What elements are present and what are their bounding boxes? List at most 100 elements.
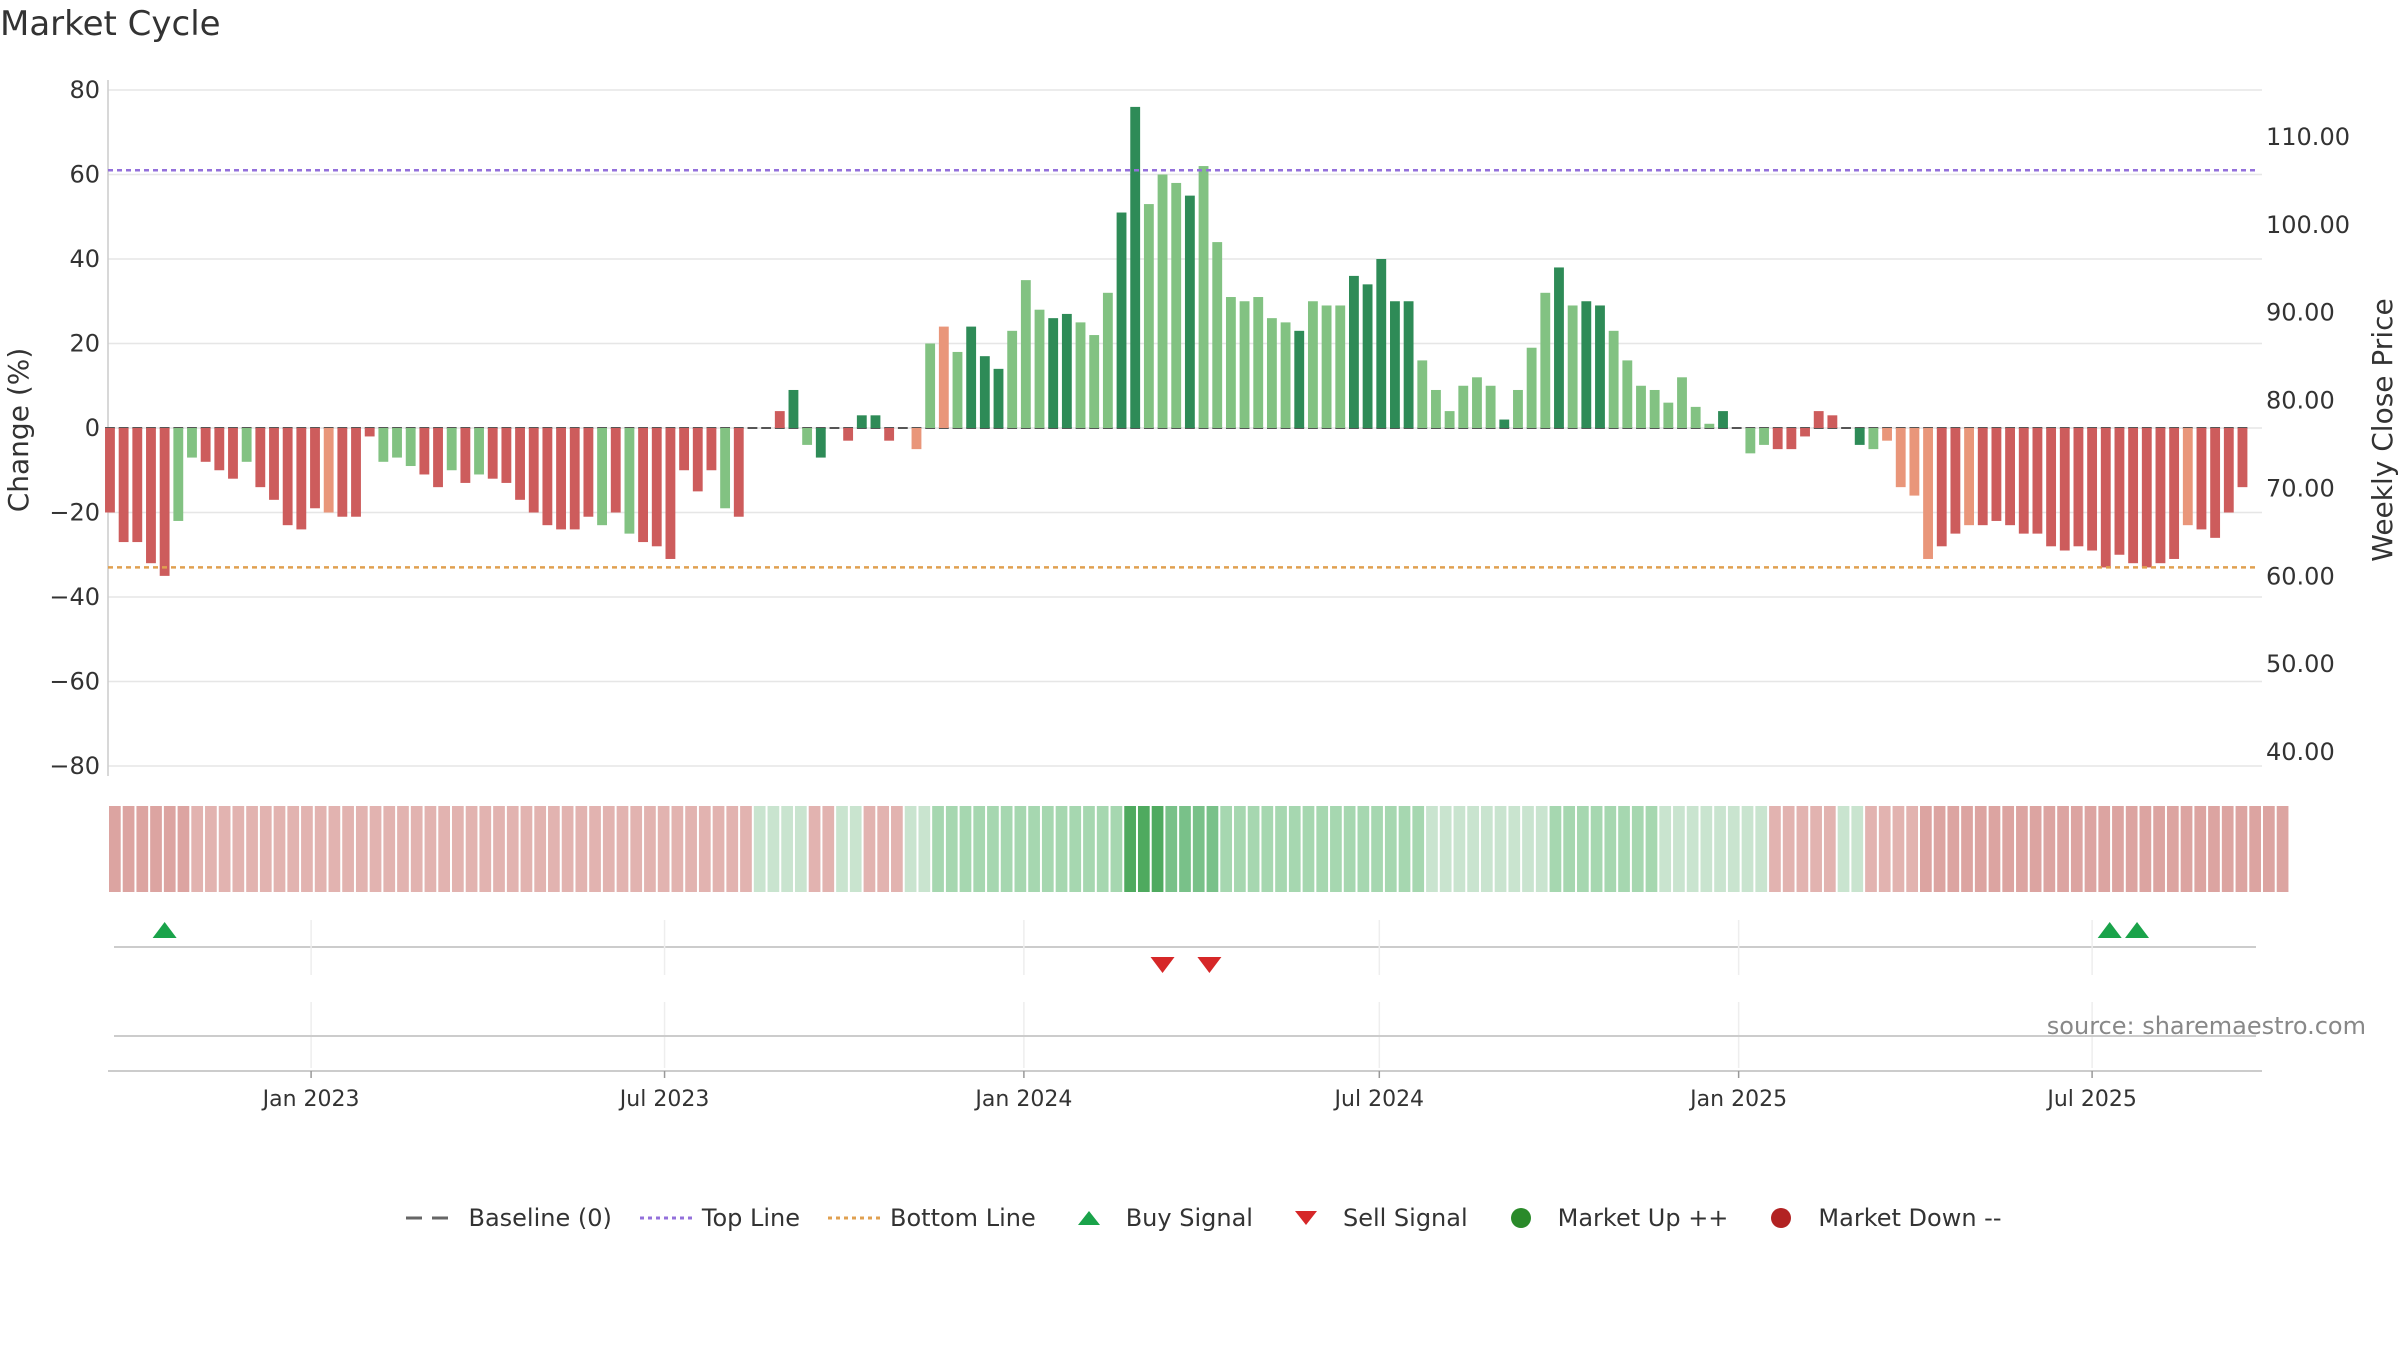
change-bar	[1581, 301, 1592, 428]
legend-item-bottom[interactable]: Bottom Line	[820, 1203, 1036, 1233]
change-bar	[706, 428, 717, 471]
heatmap-cell	[932, 806, 944, 892]
heatmap-cell	[2002, 806, 2015, 892]
change-bar	[1991, 428, 2002, 521]
heatmap-cell	[671, 806, 684, 892]
y-axis-label: Change (%)	[2, 348, 35, 513]
heatmap-cell	[1727, 806, 1740, 892]
heatmap-cell	[1522, 806, 1534, 892]
change-bar	[2169, 428, 2180, 559]
heatmap-cell	[2098, 806, 2111, 892]
heatmap-cell	[1604, 806, 1617, 892]
triangle-up-icon	[1056, 1203, 1122, 1233]
change-bar	[2237, 428, 2248, 488]
change-bar	[1007, 330, 1018, 428]
legend-item-mdown[interactable]: Market Down --	[1748, 1203, 2002, 1233]
change-bar	[364, 428, 375, 437]
heatmap-cell	[1165, 806, 1178, 892]
change-bar	[542, 428, 553, 526]
heatmap-cell	[1412, 806, 1425, 892]
change-bar	[1608, 330, 1619, 428]
legend-item-top[interactable]: Top Line	[632, 1203, 800, 1233]
change-bar	[1485, 385, 1496, 428]
heatmap-cell	[1837, 806, 1850, 892]
legend-item-buy[interactable]: Buy Signal	[1056, 1203, 1253, 1233]
heatmap-cell	[863, 806, 876, 892]
change-bar	[310, 428, 320, 509]
heatmap-cell	[1590, 806, 1603, 892]
heatmap-cell	[877, 806, 890, 892]
change-bar	[2059, 428, 2070, 551]
heatmap-cell	[1618, 806, 1630, 892]
heatmap-cell	[438, 806, 450, 892]
change-bar	[2005, 428, 2016, 526]
change-bar	[1526, 347, 1537, 428]
heatmap-cell	[836, 806, 848, 892]
change-bar	[1499, 419, 1510, 428]
heatmap-cell	[1343, 806, 1356, 892]
legend-label: Market Up ++	[1557, 1204, 1729, 1232]
change-bar	[665, 428, 676, 559]
heatmap-cell	[205, 806, 217, 892]
heatmap-cell	[493, 806, 505, 892]
change-bar	[2032, 428, 2043, 534]
change-bar	[1813, 411, 1824, 428]
heatmap-cell	[1275, 806, 1287, 892]
heatmap-cell	[1741, 806, 1754, 892]
change-bar	[1595, 305, 1605, 428]
change-bar	[2046, 428, 2057, 547]
change-bar	[1554, 267, 1564, 428]
change-bar	[2100, 428, 2111, 568]
change-bar	[2196, 428, 2207, 530]
change-bar	[1335, 305, 1346, 428]
legend-item-mup[interactable]: Market Up ++	[1488, 1203, 1729, 1233]
heatmap-cell	[1069, 806, 1082, 892]
change-bar	[1143, 204, 1154, 428]
change-bar	[2018, 428, 2029, 534]
y-axis-ticks: 80 60 40 20 0 −20 −40 −60 −80	[49, 76, 100, 780]
change-bar	[1759, 428, 1769, 445]
x-axis-ticks: Jan 2023 Jul 2023 Jan 2024 Jul 2024 Jan 2025…	[261, 1071, 2137, 1112]
heatmap-cell	[177, 806, 190, 892]
heatmap-cell	[1371, 806, 1383, 892]
change-bar	[843, 428, 854, 441]
heatmap-cell	[781, 806, 793, 892]
change-bar	[1089, 335, 1100, 428]
change-bar	[351, 428, 361, 517]
change-bar	[173, 428, 184, 521]
change-bar	[1362, 284, 1373, 428]
heatmap-cell	[328, 806, 341, 892]
y2-tick-label: 60.00	[2266, 562, 2335, 590]
y2-axis-label: Weekly Close Price	[2366, 298, 2399, 561]
change-bar	[1745, 428, 1756, 454]
legend-item-baseline[interactable]: Baseline (0)	[398, 1203, 612, 1233]
x-tick-label: Jul 2025	[2045, 1087, 2137, 1112]
heatmap-cell	[1426, 806, 1438, 892]
change-bar	[720, 428, 731, 509]
legend-label: Market Down --	[1818, 1204, 2002, 1232]
x-tick-label: Jan 2023	[261, 1087, 360, 1112]
heatmap-cell	[1467, 806, 1479, 892]
legend-item-sell[interactable]: Sell Signal	[1273, 1203, 1468, 1233]
heatmap-cell	[602, 806, 615, 892]
change-bar	[1964, 428, 1974, 526]
heatmap-cell	[369, 806, 382, 892]
change-bar	[1376, 259, 1387, 428]
change-bar	[993, 368, 1004, 428]
heatmap-cell	[644, 806, 656, 892]
y-tick-label: −20	[49, 499, 100, 527]
heatmap-cell	[630, 806, 643, 892]
heatmap-cell	[191, 806, 204, 892]
change-bar	[1171, 182, 1182, 428]
heatmap-cell	[1549, 806, 1562, 892]
heatmap-cell	[1494, 806, 1507, 892]
change-bar	[1294, 330, 1305, 428]
change-bar	[1636, 385, 1646, 428]
market-cycle-chart: 80 60 40 20 0 −20 −40 −60 −80 110.00 100.00 90.00 8…	[2, 76, 2399, 1112]
heatmap-cell	[1220, 806, 1233, 892]
heatmap-cell	[2166, 806, 2179, 892]
heatmap-cell	[918, 806, 931, 892]
change-bar	[1786, 428, 1797, 450]
heatmap-cell	[1631, 806, 1644, 892]
heatmap-cell	[589, 806, 601, 892]
